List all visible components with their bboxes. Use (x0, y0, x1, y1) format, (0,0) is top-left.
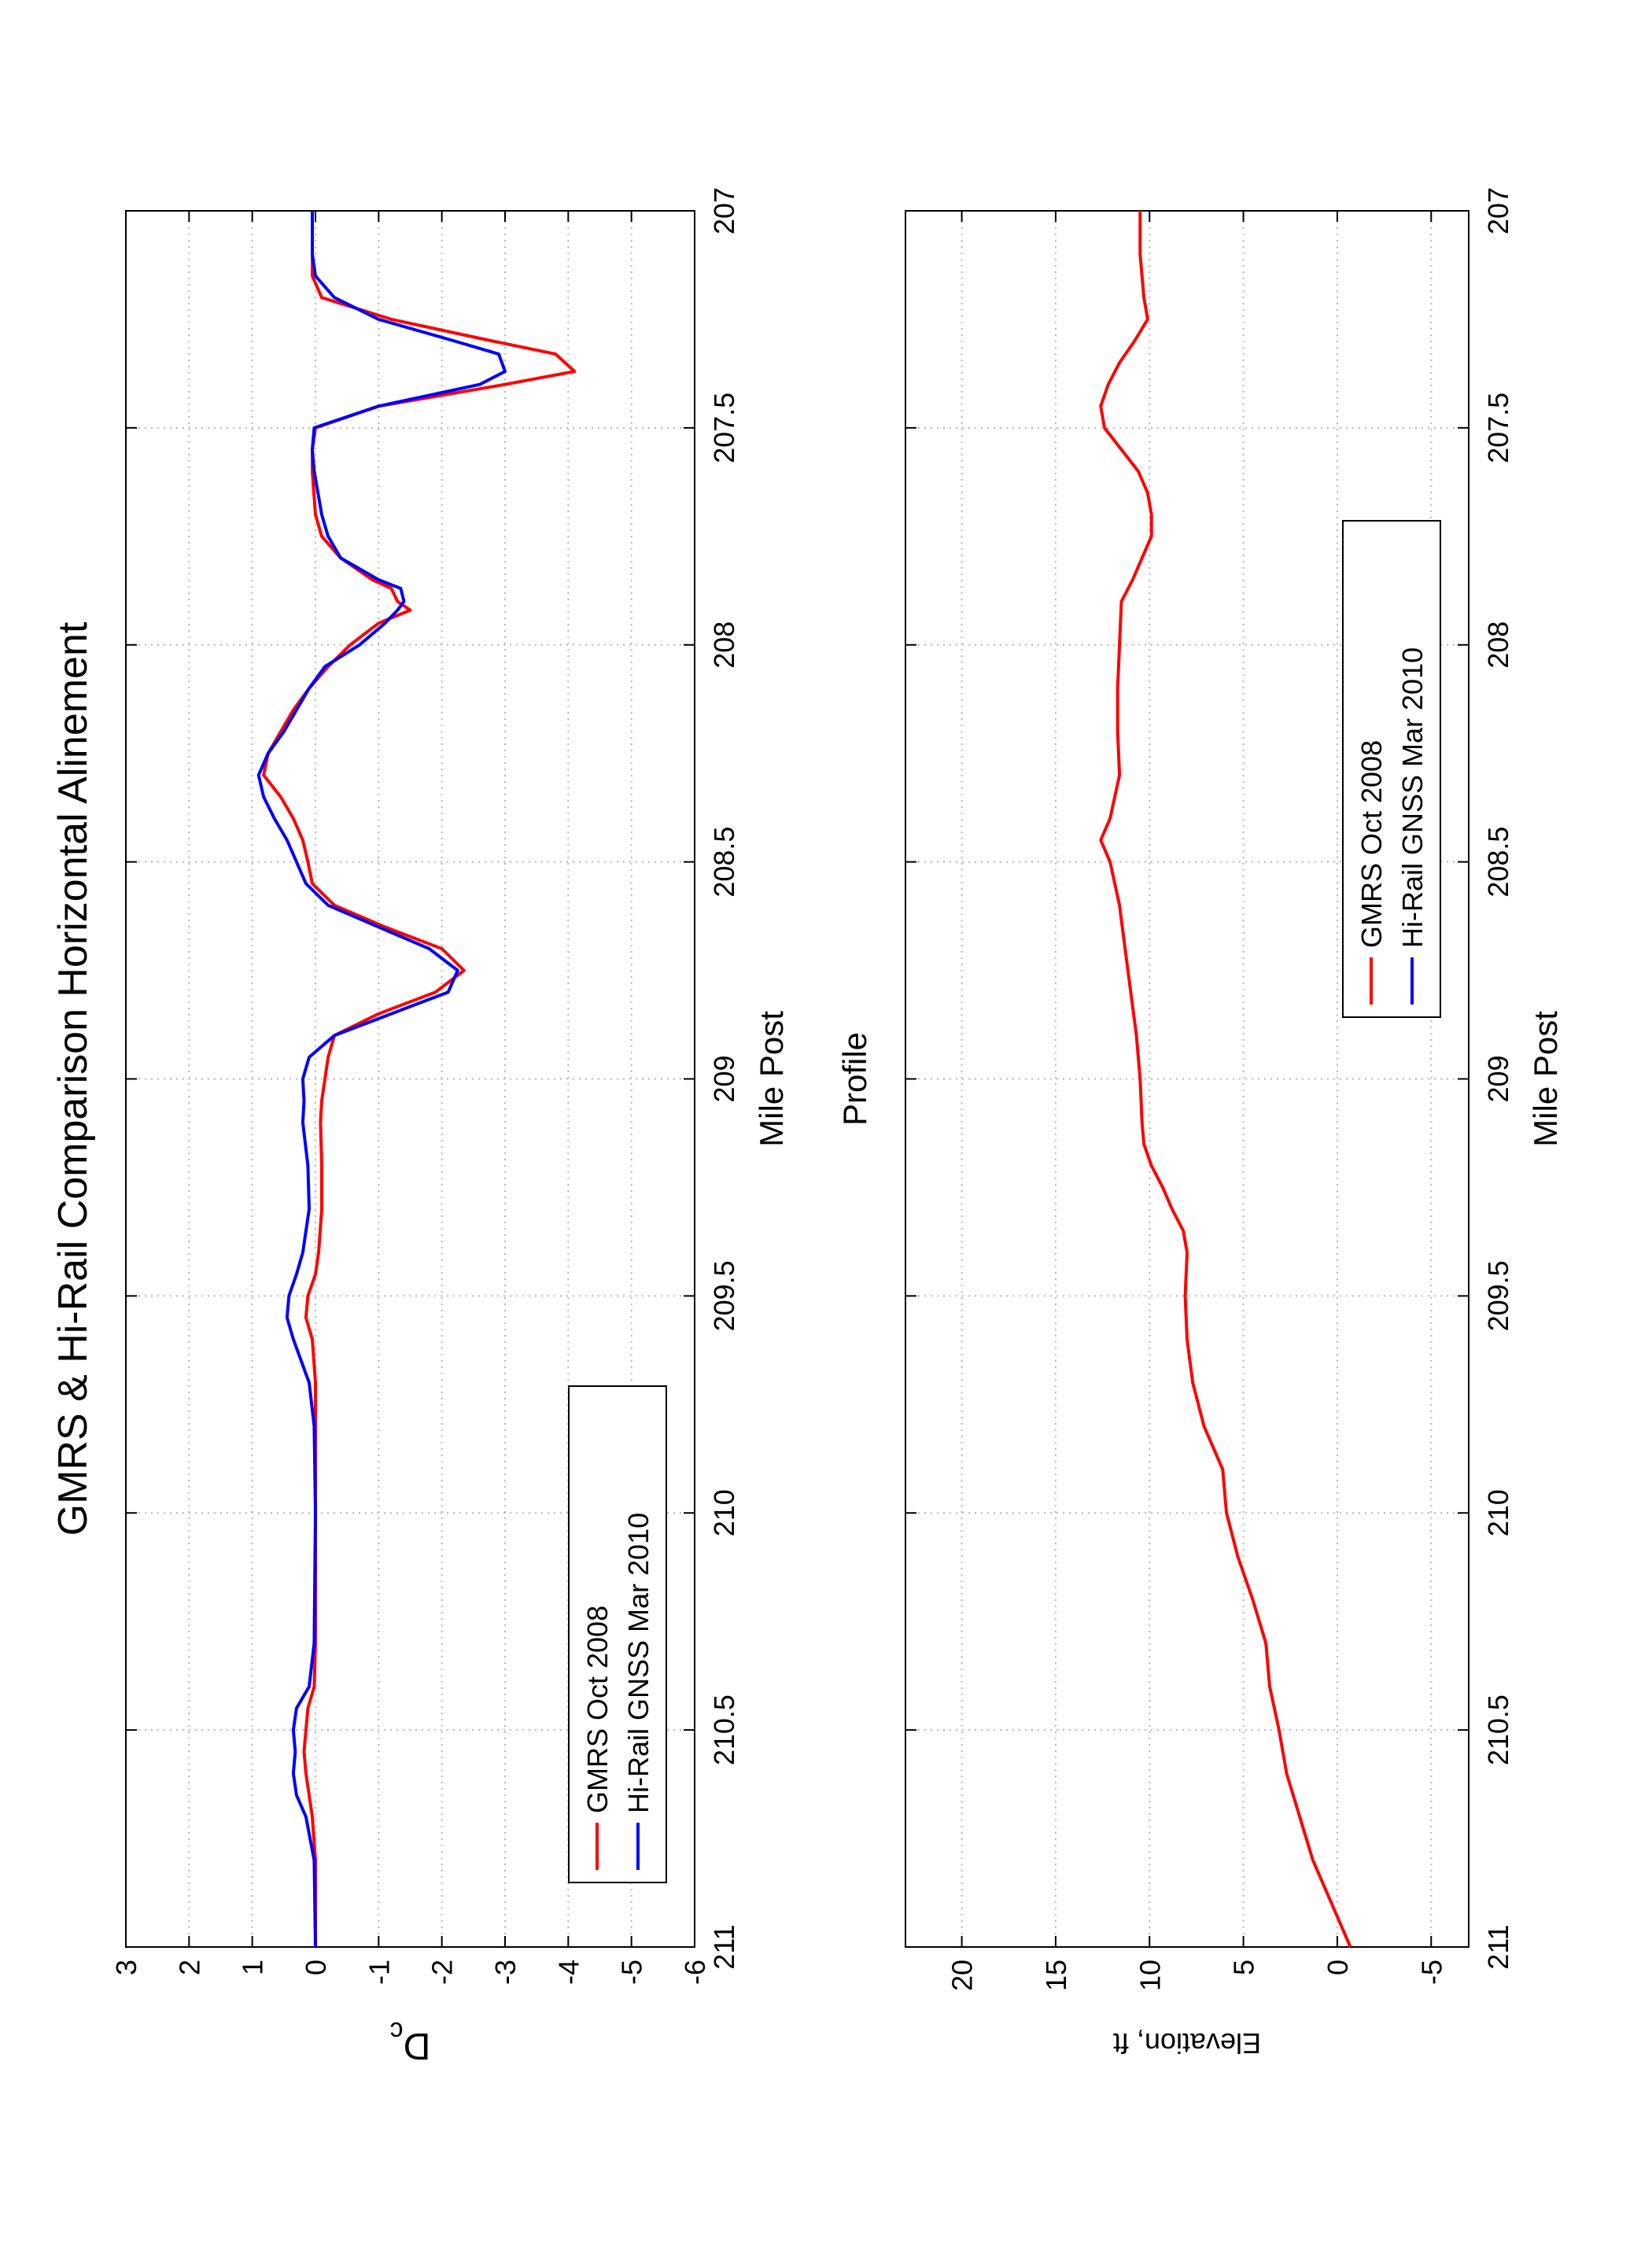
legend: GMRS Oct 2008 Hi-Rail GNSS Mar 2010 (568, 1385, 667, 1883)
x-tick-label: 207.5 (708, 393, 740, 463)
legend-box (1342, 520, 1441, 1018)
y-tick-label: 10 (1134, 1960, 1166, 1991)
x-tick-label: 209.5 (1482, 1260, 1514, 1331)
y-tick-label: -3 (489, 1960, 522, 1985)
legend: GMRS Oct 2008 Hi-Rail GNSS Mar 2010 (1342, 520, 1441, 1018)
x-axis-label: Mile Post (753, 1011, 790, 1147)
y-tick-label: -5 (616, 1960, 648, 1985)
y-tick-label: -6 (679, 1960, 711, 1985)
y-axis-label-main: Elevation, ft (1113, 2027, 1261, 2059)
legend-label: Hi-Rail GNSS Mar 2010 (1396, 647, 1429, 948)
y-tick-label: 1 (237, 1960, 269, 1975)
y-tick-label: 0 (300, 1960, 332, 1975)
x-tick-label: 211 (1482, 1924, 1514, 1969)
x-tick-label: 209 (1482, 1055, 1514, 1102)
y-axis-label: Dc (390, 2016, 431, 2067)
x-tick-label: 210 (708, 1489, 740, 1536)
x-tick-label: 208 (1482, 621, 1514, 669)
y-tick-label: 0 (1322, 1960, 1354, 1975)
x-axis-label: Mile Post (1527, 1011, 1564, 1147)
legend-label: Hi-Rail GNSS Mar 2010 (622, 1513, 655, 1813)
x-tick-label: 207.5 (1482, 393, 1514, 463)
x-tick-label: 208.5 (1482, 827, 1514, 898)
legend-label: GMRS Oct 2008 (581, 1606, 614, 1813)
y-tick-label: 3 (110, 1960, 142, 1975)
plot-frame (125, 210, 695, 1948)
x-tick-label: 208.5 (708, 827, 740, 898)
x-tick-label: 211 (708, 1924, 740, 1969)
y-axis-label-sub: c (390, 2016, 404, 2046)
chart-title: GMRS & Hi-Rail Comparison Horizontal Ali… (50, 621, 96, 1536)
y-tick-label: -2 (426, 1960, 459, 1985)
x-tick-label: 209 (708, 1055, 740, 1102)
x-tick-label: 210.5 (708, 1694, 740, 1765)
y-tick-label: -5 (1415, 1960, 1447, 1985)
y-tick-label: 5 (1228, 1960, 1260, 1975)
chart-title: Profile (836, 1032, 873, 1126)
y-tick-label: -4 (552, 1960, 584, 1985)
x-tick-label: 208 (708, 621, 740, 669)
legend-label: GMRS Oct 2008 (1355, 740, 1388, 948)
x-tick-label: 209.5 (708, 1260, 740, 1331)
x-tick-label: 207 (1482, 187, 1514, 234)
x-tick-label: 210 (1482, 1489, 1514, 1536)
y-tick-label: 15 (1040, 1960, 1072, 1991)
x-tick-label: 210.5 (1482, 1694, 1514, 1765)
x-tick-label: 207 (708, 187, 740, 234)
data-line (1099, 211, 1352, 1948)
y-axis-label-main: D (404, 2025, 431, 2067)
data-line (256, 211, 507, 1948)
y-axis-label: Elevation, ft (1113, 2027, 1261, 2059)
y-tick-label: -1 (363, 1960, 395, 1985)
legend-box (568, 1385, 667, 1883)
y-tick-label: 20 (946, 1960, 979, 1991)
plot-frame (905, 210, 1469, 1948)
y-tick-label: 2 (173, 1960, 205, 1975)
